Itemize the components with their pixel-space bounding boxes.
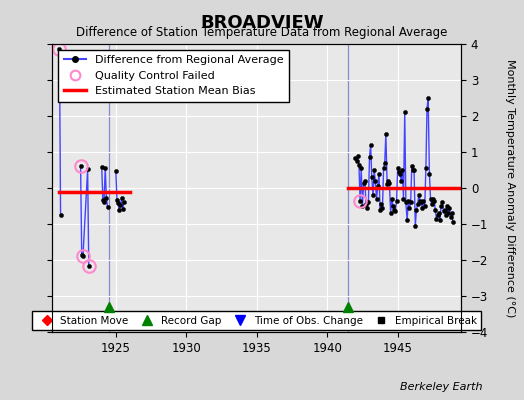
Text: Difference of Station Temperature Data from Regional Average: Difference of Station Temperature Data f… [77,26,447,39]
Text: Berkeley Earth: Berkeley Earth [400,382,482,392]
Legend: Station Move, Record Gap, Time of Obs. Change, Empirical Break: Station Move, Record Gap, Time of Obs. C… [32,311,481,330]
Text: BROADVIEW: BROADVIEW [200,14,324,32]
Y-axis label: Monthly Temperature Anomaly Difference (°C): Monthly Temperature Anomaly Difference (… [505,59,515,317]
